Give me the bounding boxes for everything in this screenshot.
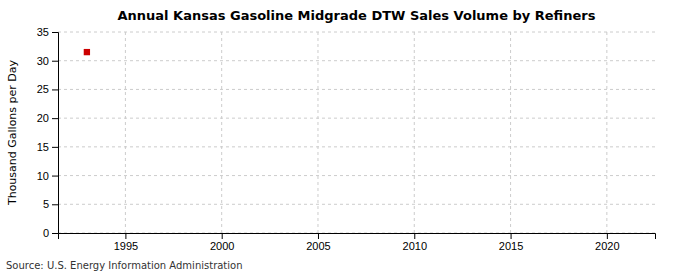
tick-mark (125, 233, 126, 239)
grid-line (58, 118, 655, 119)
tick: 2000 (210, 233, 234, 252)
tick: 5 (43, 198, 58, 210)
tick-mark (511, 233, 512, 239)
grid-line (221, 32, 222, 233)
tick: 10 (37, 170, 58, 182)
grid-line (125, 32, 126, 233)
tick-label: 2015 (499, 240, 523, 252)
tick: 2020 (595, 233, 619, 252)
grid (58, 32, 655, 233)
tick: 0 (43, 227, 58, 239)
point (84, 49, 90, 55)
tick-mark (222, 233, 223, 239)
tick-mark (52, 204, 58, 205)
tick-mark (52, 32, 58, 33)
grid-line (58, 32, 655, 33)
tick-mark (52, 118, 58, 119)
tick-mark (52, 61, 58, 62)
tick: 20 (37, 112, 58, 124)
tick: 2005 (306, 233, 330, 252)
tick: 1995 (114, 233, 138, 252)
tick-label: 2010 (403, 240, 427, 252)
tick-mark (318, 233, 319, 239)
x-axis: 1995 2000 2005 2010 2015 2020 (59, 233, 656, 252)
tick: 2015 (499, 233, 523, 252)
tick-label: 35 (37, 26, 49, 38)
tick-mark (607, 233, 608, 239)
grid-line (606, 32, 607, 233)
axis-line (52, 33, 59, 234)
tick-label: 10 (37, 170, 49, 182)
tick-label: 2000 (210, 240, 234, 252)
tick-label: 1995 (114, 240, 138, 252)
tick: 2010 (403, 233, 427, 252)
tick-label: 5 (43, 198, 49, 210)
tick-label: 20 (37, 112, 49, 124)
title: Annual Kansas Gasoline Midgrade DTW Sale… (118, 8, 596, 23)
tick-mark (414, 233, 415, 239)
chart: 1995 2000 2005 2010 2015 2020 0 5 10 15 20 25 30 35 An… (0, 0, 675, 275)
tick-label: 25 (37, 83, 49, 95)
tick-label: 30 (37, 55, 49, 67)
tick: 30 (37, 55, 58, 67)
grid-line (58, 204, 655, 205)
grid-line (58, 89, 655, 90)
axis-line (59, 234, 656, 240)
grid-line (510, 32, 511, 233)
y-axis: 0 5 10 15 20 25 30 35 (37, 26, 59, 239)
tick-mark (52, 233, 58, 234)
source: Source: U.S. Energy Information Administ… (6, 260, 243, 271)
tick-label: 2005 (306, 240, 330, 252)
tick-mark (52, 89, 58, 90)
grid-line (317, 32, 318, 233)
tick: 15 (37, 141, 58, 153)
plot-area: 1995 2000 2005 2010 2015 2020 0 5 10 15 20 25 30 35 (37, 26, 656, 252)
grid-line (58, 60, 655, 61)
tick-mark (52, 147, 58, 148)
points (84, 49, 90, 55)
grid-line (58, 175, 655, 176)
tick: 25 (37, 83, 58, 95)
y-axis-label: Thousand Gallons per Day (6, 59, 19, 206)
tick-label: 2020 (595, 240, 619, 252)
grid-line (58, 146, 655, 147)
tick: 35 (37, 26, 58, 38)
tick-mark (52, 176, 58, 177)
tick-label: 0 (43, 227, 49, 239)
grid-line (414, 32, 415, 233)
tick-label: 15 (37, 141, 49, 153)
